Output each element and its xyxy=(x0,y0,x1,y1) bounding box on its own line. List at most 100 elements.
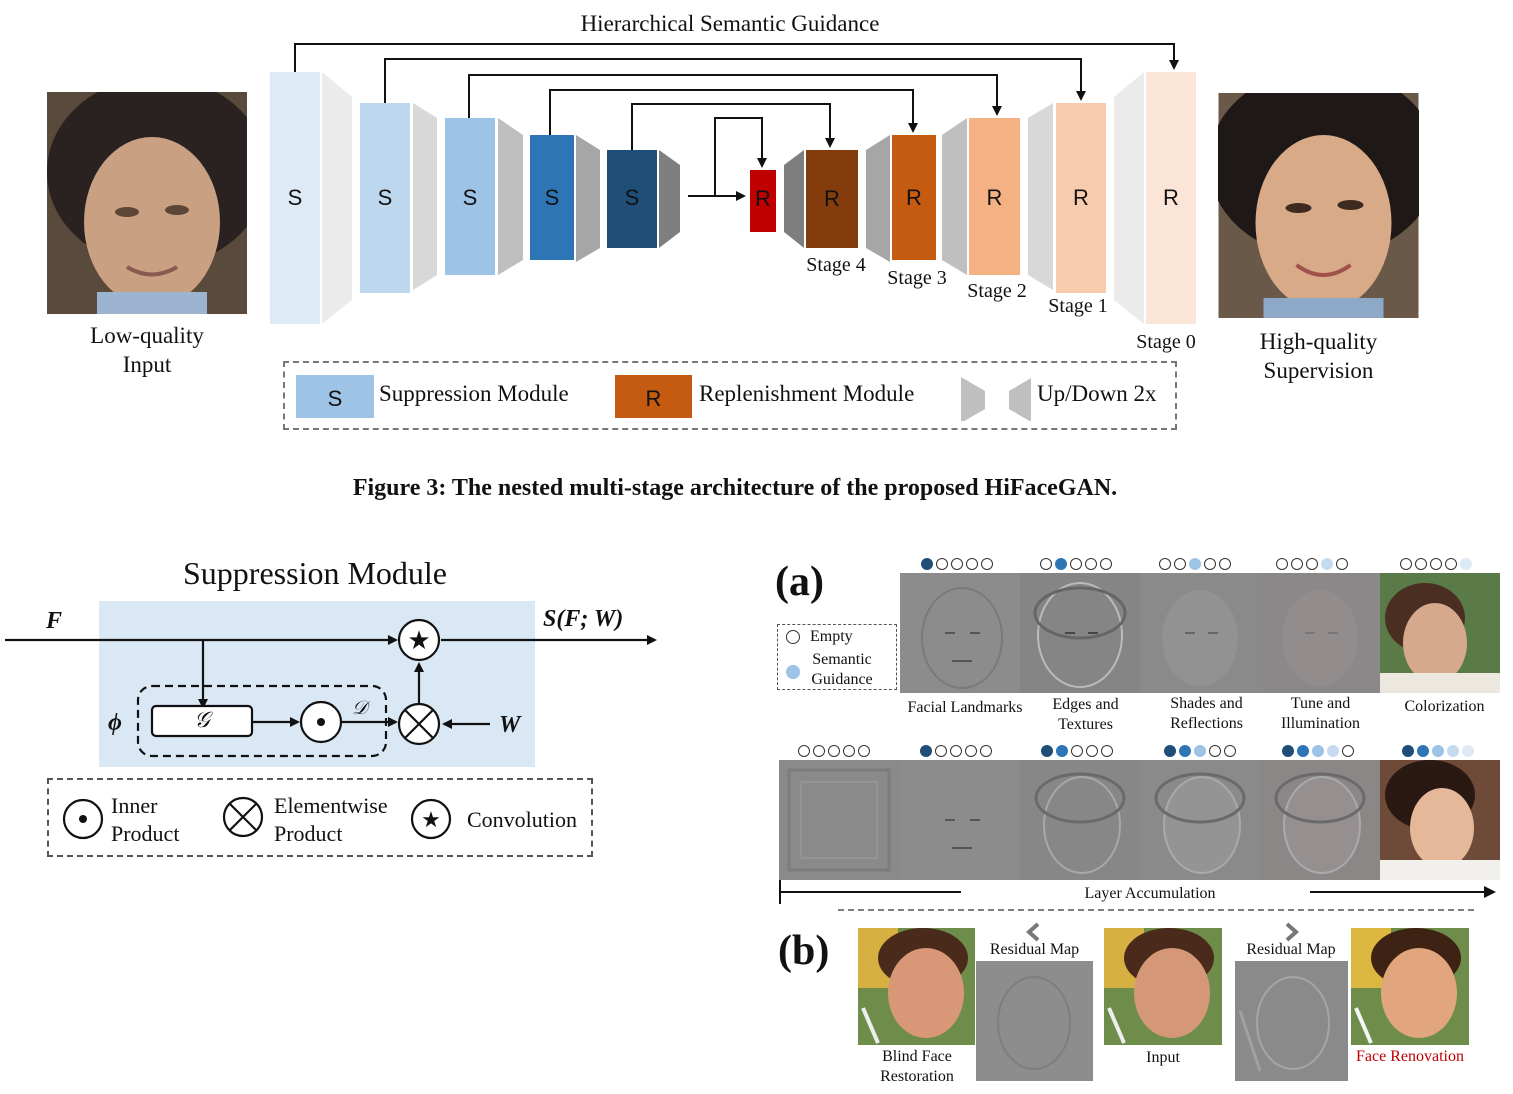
legend-r-swatch xyxy=(615,375,692,418)
svg-text:★: ★ xyxy=(421,808,441,833)
face-renovation-label: Face Renovation xyxy=(1356,1048,1464,1065)
chevron-right-icon xyxy=(1285,922,1300,942)
up-sample-3 xyxy=(866,135,890,262)
s-letter-4: S xyxy=(624,185,640,210)
s-block-4 xyxy=(607,150,657,248)
legend-s-label: Suppression Module xyxy=(379,381,569,406)
face-renovation-image xyxy=(1351,928,1469,1045)
blind-restoration-image xyxy=(858,928,975,1045)
accum-map-0 xyxy=(779,760,900,880)
dots-legend: Empty Semantic Guidance xyxy=(777,624,897,690)
accum-map-5 xyxy=(1380,760,1500,880)
r-letter-stage4: R xyxy=(824,186,840,211)
r-block-bottleneck xyxy=(750,170,776,232)
accum-dots-0 xyxy=(798,745,870,757)
r-letter-bottleneck: R xyxy=(755,186,771,211)
s-block-2 xyxy=(445,118,495,275)
down-sample-1 xyxy=(413,103,437,290)
guidance-dots-4 xyxy=(1276,558,1348,570)
stage-0-label: Stage 0 xyxy=(1136,331,1196,353)
residual-map-label-1: Residual Map xyxy=(989,941,1080,958)
phi-label: ϕ xyxy=(108,710,122,736)
elementwise-product-icon xyxy=(222,796,264,838)
stage-1-label: Stage 1 xyxy=(1048,295,1108,317)
s-block-1 xyxy=(360,103,410,293)
s-letter-2: S xyxy=(462,185,478,210)
semantic-dot-icon xyxy=(786,665,800,679)
guidance-dots-3 xyxy=(1159,558,1231,570)
accum-map-2 xyxy=(1020,760,1140,880)
guidance-dots-1 xyxy=(921,558,993,570)
caption-colorization: Colorization xyxy=(1404,698,1485,715)
w-label: W xyxy=(499,712,521,738)
layer-accumulation-label: Layer Accumulation xyxy=(1084,885,1216,902)
guidance-dots-2 xyxy=(1040,558,1112,570)
legend-s-swatch xyxy=(296,375,374,418)
guidance-dots-5 xyxy=(1400,558,1472,570)
accum-dots-3 xyxy=(1164,745,1236,757)
r-block-stage2 xyxy=(969,118,1020,275)
figure-3-caption: Figure 3: The nested multi-stage archite… xyxy=(352,475,1118,501)
legend-empty-label: Empty xyxy=(810,628,853,645)
r-block-stage4 xyxy=(806,150,858,248)
layer-accumulation-arrow xyxy=(779,880,1496,911)
suppression-title: Suppression Module xyxy=(183,555,447,591)
s-letter-3: S xyxy=(544,185,560,210)
module-legend: Inner Product Elementwise Product ★ Conv… xyxy=(47,778,593,857)
panel-a-label: (a) xyxy=(775,559,824,605)
s-block-0 xyxy=(270,72,320,324)
r-letter-stage0: R xyxy=(1163,185,1179,210)
accum-dots-1 xyxy=(920,745,992,757)
caption-edges-textures: Edges and Textures xyxy=(1052,696,1119,733)
r-letter-stage2: R xyxy=(986,185,1003,210)
r-block-stage3 xyxy=(892,135,936,260)
high-quality-label: High-quality Supervision xyxy=(1259,329,1378,383)
blind-restoration-label: Blind Face Restoration xyxy=(880,1048,954,1085)
down-sample-0 xyxy=(322,72,352,324)
caption-facial-landmarks: Facial Landmarks xyxy=(907,699,1023,716)
feature-map-shades xyxy=(1140,573,1260,693)
guidance-title: Hierarchical Semantic Guidance xyxy=(580,11,880,36)
legend-r-letter: R xyxy=(645,386,662,411)
legend-r-label: Replenishment Module xyxy=(699,381,915,406)
legend-updown-label: Up/Down 2x xyxy=(1037,381,1157,406)
module-diagram: ★ xyxy=(5,618,657,758)
svg-text:★: ★ xyxy=(407,626,430,656)
residual-map-2 xyxy=(1235,961,1348,1081)
stage-3-label: Stage 3 xyxy=(887,267,947,289)
low-quality-face-image xyxy=(47,92,247,314)
up-sample-4 xyxy=(784,150,804,248)
feature-map-colorization xyxy=(1380,573,1500,693)
accum-map-4 xyxy=(1260,760,1380,880)
up-sample-1 xyxy=(1028,103,1053,290)
down-sample-3 xyxy=(576,135,600,262)
accum-dots-5 xyxy=(1402,745,1474,757)
s-letter-0: S xyxy=(287,185,303,210)
accum-map-1 xyxy=(900,760,1020,880)
d-label: 𝒟 xyxy=(352,698,368,719)
feature-map-landmarks xyxy=(900,573,1020,693)
inner-product-label: Inner Product xyxy=(111,793,180,846)
fig3-legend: S Suppression Module R Replenishment Mod… xyxy=(283,361,1177,430)
architecture-diagram xyxy=(270,43,1196,324)
elementwise-product-label: Elementwise Product xyxy=(274,793,388,846)
feature-map-edges xyxy=(1020,573,1140,693)
convolution-label: Convolution xyxy=(467,807,578,832)
input-child-image xyxy=(1104,928,1222,1045)
stage-2-label: Stage 2 xyxy=(967,280,1027,302)
residual-map-label-2: Residual Map xyxy=(1246,941,1336,958)
r-letter-stage3: R xyxy=(906,185,922,210)
feature-map-illumination xyxy=(1260,573,1380,693)
accum-dots-4 xyxy=(1282,745,1354,757)
skip-connections xyxy=(294,43,1179,201)
high-quality-face-image xyxy=(1218,93,1419,318)
input-label: Input xyxy=(1146,1049,1180,1066)
down-sample-2 xyxy=(498,118,523,275)
accum-dots-2 xyxy=(1041,745,1113,757)
input-f-label: F xyxy=(46,608,63,634)
output-s-label: S(F; W) xyxy=(543,606,624,632)
r-letter-stage1: R xyxy=(1073,185,1089,210)
legend-updown-icon xyxy=(961,377,1031,421)
s-letter-1: S xyxy=(377,185,393,210)
stage-4-label: Stage 4 xyxy=(806,254,866,276)
